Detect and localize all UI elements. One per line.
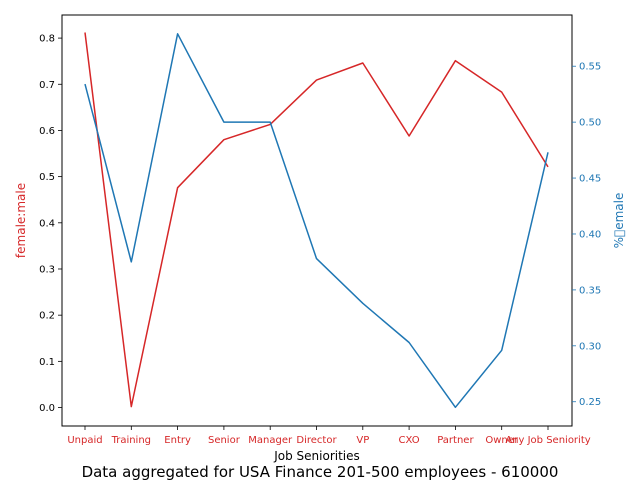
left-y-tick-label: 0.2 — [39, 311, 55, 322]
right-y-axis-label: % emale — [612, 193, 626, 249]
series-line-percent-female — [84, 33, 549, 409]
x-axis-label: Job Seniorities — [273, 449, 360, 463]
right-y-axis: 0.25 0.30 0.35 0.40 0.45 0.50 0.55 — [572, 62, 601, 408]
x-axis: Unpaid Training Entry Senior Manager Director… — [67, 426, 591, 446]
right-y-tick-label: 0.35 — [579, 285, 601, 296]
x-tick-label: Partner — [437, 435, 474, 446]
plot-frame — [61, 14, 573, 427]
x-tick-label: Any Job Seniority — [505, 435, 590, 446]
left-y-tick-label: 0.3 — [39, 264, 55, 275]
chart-title: Data aggregated for USA Finance 201-500 … — [82, 463, 559, 480]
x-tick-label: Senior — [208, 435, 241, 446]
left-y-axis: 0.0 0.1 0.2 0.3 0.4 0.5 0.6 0.7 0.8 — [39, 34, 62, 414]
series-line-female-male-ratio — [84, 32, 549, 408]
x-tick-label: CXO — [399, 435, 420, 446]
left-y-axis-label: female:male — [14, 183, 28, 258]
x-tick-label: Director — [296, 435, 337, 446]
left-y-tick-label: 0.7 — [39, 80, 55, 91]
right-y-tick-label: 0.50 — [579, 118, 601, 129]
left-y-tick-label: 0.5 — [39, 172, 55, 183]
left-y-tick-label: 0.4 — [39, 218, 55, 229]
right-y-tick-label: 0.55 — [579, 62, 601, 73]
left-y-tick-label: 0.8 — [39, 34, 55, 45]
plot-layer — [84, 32, 549, 409]
x-tick-label: Manager — [248, 435, 293, 446]
x-tick-label: Unpaid — [67, 435, 102, 446]
left-y-tick-label: 0.0 — [39, 403, 55, 414]
x-tick-label: Owner — [485, 435, 519, 446]
left-y-tick-label: 0.6 — [39, 126, 55, 137]
left-y-tick-label: 0.1 — [39, 357, 55, 368]
right-y-tick-label: 0.30 — [579, 341, 601, 352]
right-y-tick-label: 0.25 — [579, 397, 601, 408]
right-y-tick-label: 0.40 — [579, 229, 601, 240]
right-y-tick-label: 0.45 — [579, 174, 601, 185]
x-tick-label: VP — [356, 435, 369, 446]
x-tick-label: Training — [111, 435, 151, 446]
x-tick-label: Entry — [164, 435, 191, 446]
